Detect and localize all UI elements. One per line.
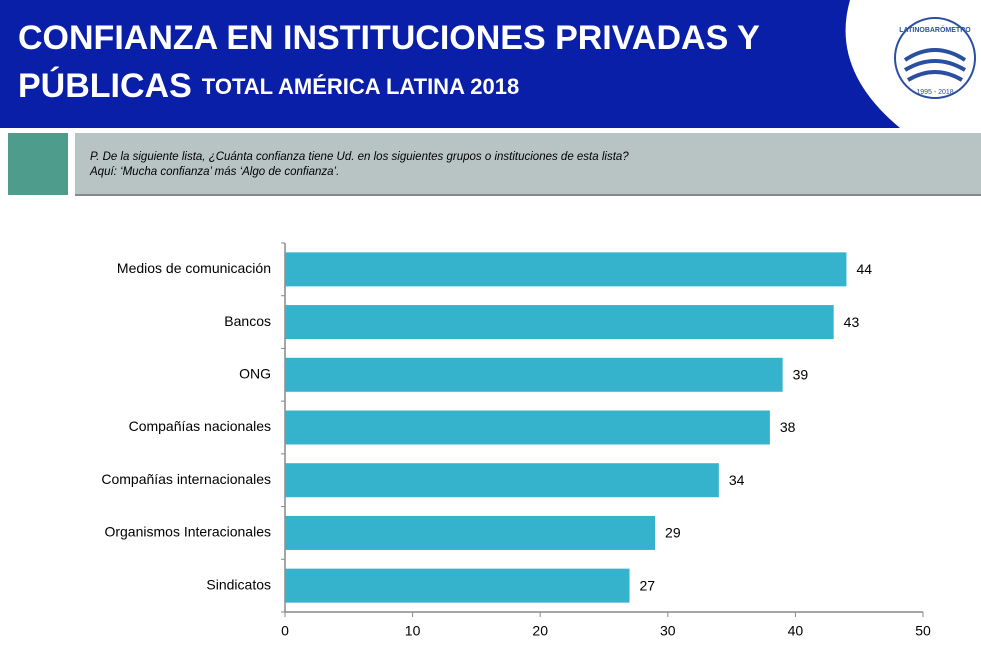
logo-years: 1995 - 2018 bbox=[916, 89, 953, 96]
x-tick-label: 10 bbox=[405, 623, 421, 639]
y-tick-label: Compañías internacionales bbox=[101, 471, 271, 487]
y-tick-label: Bancos bbox=[224, 313, 271, 329]
y-tick-label: ONG bbox=[239, 365, 271, 381]
logo-lines bbox=[903, 48, 967, 82]
y-tick-label: Compañías nacionales bbox=[129, 418, 271, 434]
x-tick-label: 30 bbox=[660, 623, 676, 639]
value-label: 43 bbox=[844, 314, 860, 330]
bar bbox=[285, 252, 847, 287]
value-label: 29 bbox=[665, 525, 681, 541]
question-text: P. De la siguiente lista, ¿Cuánta confia… bbox=[90, 151, 629, 163]
x-tick-label: 20 bbox=[532, 623, 548, 639]
bar bbox=[285, 357, 783, 392]
x-tick-label: 0 bbox=[281, 623, 289, 639]
value-label: 38 bbox=[780, 419, 796, 435]
question-box bbox=[75, 133, 981, 195]
value-label: 27 bbox=[640, 577, 656, 593]
value-label: 44 bbox=[856, 261, 872, 277]
y-tick-label: Medios de comunicación bbox=[117, 260, 271, 276]
accent-box bbox=[8, 133, 68, 195]
header-band bbox=[0, 0, 981, 128]
bar bbox=[285, 515, 656, 550]
title: PÚBLICAS TOTAL AMÉRICA LATINA 2018 bbox=[18, 67, 519, 105]
y-tick-label: Organismos Interacionales bbox=[104, 524, 271, 540]
bar bbox=[285, 410, 770, 445]
value-label: 34 bbox=[729, 472, 745, 488]
title-line: PÚBLICAS bbox=[18, 67, 192, 105]
value-label: 39 bbox=[793, 366, 809, 382]
bar bbox=[285, 305, 834, 340]
title: CONFIANZA EN INSTITUCIONES PRIVADAS Y bbox=[18, 19, 760, 57]
y-tick-label: Sindicatos bbox=[206, 576, 271, 592]
logo-name: LATINOBARÓMETRO bbox=[899, 25, 971, 34]
x-tick-label: 50 bbox=[915, 623, 931, 639]
bar bbox=[285, 463, 719, 498]
bar bbox=[285, 568, 630, 603]
question-text: Aquí: ‘Mucha confianza’ más ‘Algo de con… bbox=[89, 166, 339, 178]
plot: 0 10 20 30 40 50 Medios de comunicación 44 Banco… bbox=[101, 242, 931, 639]
title-suffix: TOTAL AMÉRICA LATINA 2018 bbox=[202, 74, 519, 99]
x-tick-label: 40 bbox=[788, 623, 804, 639]
